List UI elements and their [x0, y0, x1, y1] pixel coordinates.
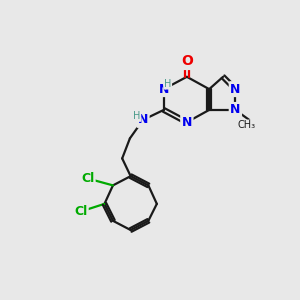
Text: H: H	[164, 79, 171, 89]
Text: Cl: Cl	[81, 172, 94, 185]
Text: N: N	[230, 103, 241, 116]
Text: CH₃: CH₃	[237, 120, 255, 130]
Text: N: N	[230, 82, 241, 96]
Text: N: N	[138, 113, 148, 126]
Text: Cl: Cl	[74, 205, 87, 218]
Text: H: H	[133, 111, 140, 121]
Text: N: N	[182, 116, 192, 129]
Text: O: O	[181, 54, 193, 68]
Text: N: N	[159, 82, 169, 96]
